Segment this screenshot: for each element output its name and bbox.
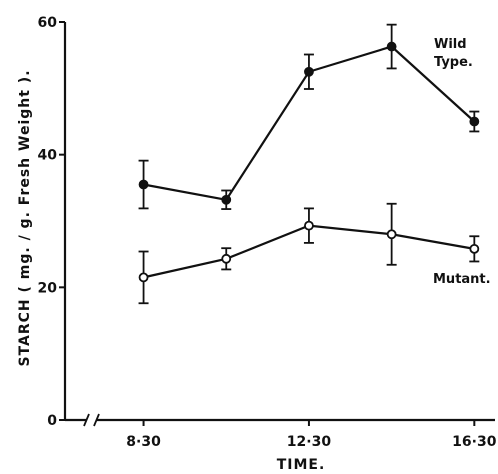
x-tick-label: 16·30 <box>452 434 497 450</box>
data-point <box>469 243 480 254</box>
data-point <box>138 272 149 283</box>
series-0 <box>138 23 480 210</box>
series-label-wild-type: Type. <box>434 55 473 70</box>
series-label-wild-type: Wild <box>434 37 467 52</box>
data-point <box>138 179 149 190</box>
axis-break-mark <box>93 413 100 427</box>
data-point <box>221 194 232 205</box>
data-point <box>469 116 480 127</box>
y-tick-label: 20 <box>38 280 58 296</box>
axes: 0 20 40 60 8·30 12·30 16·30 <box>38 15 497 450</box>
data-point <box>221 253 232 264</box>
data-point <box>304 66 314 77</box>
data-point <box>386 229 397 240</box>
data-point <box>386 41 397 52</box>
x-tick-label: 8·30 <box>126 434 161 450</box>
series-1 <box>138 202 480 305</box>
y-tick-label: 60 <box>38 15 58 31</box>
x-tick-label: 12·30 <box>287 434 332 450</box>
x-axis-title: TIME. <box>277 457 326 473</box>
data-point <box>304 220 314 231</box>
series-layer <box>138 23 480 305</box>
labels: STARCH ( mg. / g. Fresh Weight ). TIME. … <box>17 37 491 473</box>
series-label-mutant: Mutant. <box>433 272 491 287</box>
axis-break-mark <box>83 413 90 427</box>
y-tick-label: 40 <box>38 148 58 164</box>
y-axis-title: STARCH ( mg. / g. Fresh Weight ). <box>17 69 33 366</box>
y-tick-label: 0 <box>47 413 57 429</box>
